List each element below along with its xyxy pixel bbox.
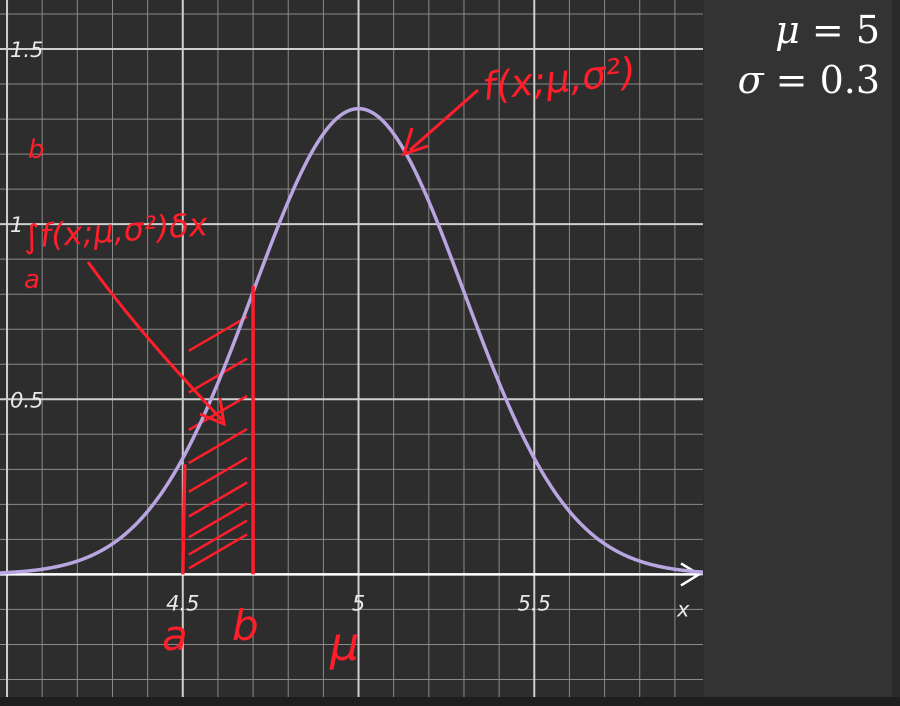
marker-b: b (232, 601, 259, 650)
mu-symbol: μ (775, 8, 800, 52)
integral-label: ∫f(x;μ,σ²)δx (22, 205, 210, 256)
mu-parameter: μ = 5 (775, 8, 880, 52)
equals-sign: = (775, 58, 820, 102)
sigma-symbol: σ (737, 58, 764, 102)
x-axis-label: x (676, 597, 690, 621)
window-bottom-edge (0, 697, 900, 706)
lower-bound-line (181, 464, 187, 575)
integral-label-arrow (86, 261, 224, 422)
sigma-value: 0.3 (819, 58, 880, 102)
marker-mu: μ (329, 617, 359, 671)
hatch-line (188, 315, 248, 352)
hatch-line (188, 357, 248, 394)
y-tick-label: 0.5 (10, 388, 43, 412)
graph-canvas[interactable]: x 4.5 5 5.5 0.5 1 1.5 f(x;μ,σ²) b ∫f(x;μ,σ²)δ… (0, 0, 703, 697)
integral-lower-limit: a (24, 265, 40, 295)
equals-sign: = (811, 8, 856, 52)
y-tick-label: 1 (10, 213, 23, 237)
integral-upper-limit: b (28, 135, 45, 165)
graph-panel[interactable]: x 4.5 5 5.5 0.5 1 1.5 f(x;μ,σ²) b ∫f(x;μ,σ²)δ… (0, 0, 703, 697)
marker-a: a (162, 611, 188, 660)
y-tick-label: 1.5 (10, 38, 43, 62)
x-tick-label: 5 (352, 591, 365, 615)
curve-label-arrow (409, 88, 479, 152)
mu-value: 5 (855, 8, 880, 52)
hatch-line (188, 519, 248, 556)
hatch-line (188, 456, 248, 493)
tick-labels: 4.5 5 5.5 0.5 1 1.5 (10, 38, 551, 615)
normal-pdf-curve (0, 106, 703, 575)
curve-label-arrowhead (401, 127, 429, 157)
window-edge (892, 0, 900, 706)
minor-grid (0, 0, 703, 697)
integral-label-arrowhead (199, 397, 226, 427)
x-tick-label: 5.5 (518, 591, 551, 615)
axes: x (0, 562, 702, 621)
hatch-line (188, 533, 248, 570)
curve-label: f(x;μ,σ²) (480, 49, 638, 109)
handwritten-annotations: f(x;μ,σ²) b ∫f(x;μ,σ²)δx a a b μ (22, 49, 638, 671)
sigma-parameter: σ = 0.3 (738, 58, 880, 102)
hatch-line (188, 427, 248, 465)
parameter-panel: μ = 5 σ = 0.3 (704, 0, 892, 697)
x-axis-arrow (680, 562, 702, 587)
hatch-line (188, 481, 248, 518)
hatch-line (188, 502, 248, 539)
shaded-area-hatching (188, 315, 248, 570)
x-tick-label: 4.5 (166, 591, 199, 615)
